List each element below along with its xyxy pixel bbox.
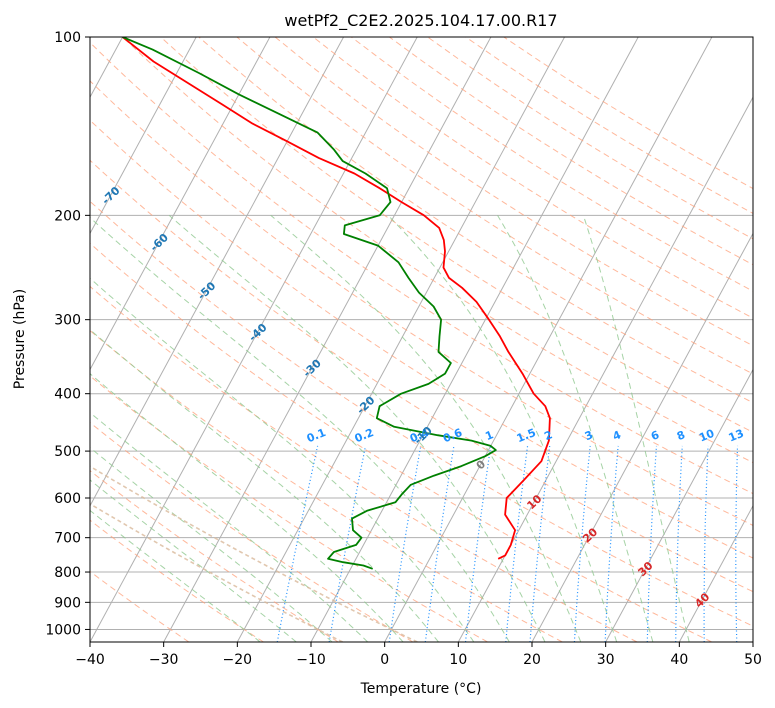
dry-adiabat (90, 200, 753, 627)
x-tick-label: 30 (597, 652, 615, 668)
y-tick-label: 1000 (45, 622, 81, 638)
moist-adiabat (168, 214, 546, 642)
dry-adiabat (90, 329, 563, 642)
isotherm-line (457, 96, 753, 642)
isotherm-line (678, 504, 753, 642)
grid-lines (90, 37, 753, 642)
mixing-ratio-line (646, 445, 658, 642)
temperature-profile-line (122, 37, 551, 560)
y-tick-label: 700 (54, 531, 81, 547)
dewpoint-profile-line (122, 37, 497, 570)
dry-adiabat (90, 421, 414, 642)
background-lines (90, 37, 753, 642)
y-tick-label: 600 (54, 491, 81, 507)
y-axis-label: Pressure (hPa) (12, 289, 28, 389)
moist-adiabat (90, 277, 475, 642)
isotherm-line (531, 232, 753, 642)
mixing-ratio-label: 13 (727, 427, 746, 445)
mixing-ratio-line (675, 445, 683, 642)
dry-adiabat (90, 570, 190, 642)
moist-adiabat (90, 509, 261, 642)
y-tick-label: 200 (54, 208, 81, 224)
isotherm-line (90, 37, 271, 371)
moist-adiabat (270, 214, 582, 642)
isotherm-line (90, 37, 345, 507)
isotherm-line (90, 37, 197, 235)
x-tick-label: −10 (296, 652, 326, 668)
dry-adiabat (90, 242, 712, 642)
isotherm-line (163, 37, 492, 642)
y-tick-label: 400 (54, 387, 81, 403)
x-tick-label: 40 (670, 652, 688, 668)
x-tick-label: −40 (75, 652, 105, 668)
chart-title: wetPf2_C2E2.2025.104.17.00.R17 (284, 11, 557, 31)
equivalent-potential-temperature-line (90, 465, 418, 642)
dry-adiabat (122, 37, 753, 464)
mixing-ratio-line (276, 445, 319, 642)
x-tick-label: −30 (149, 652, 179, 668)
mixing-ratio-label: 10 (697, 427, 716, 445)
mixing-ratio-label: 2 (542, 428, 554, 443)
x-tick-label: −20 (223, 652, 253, 668)
moist-adiabat (90, 446, 333, 642)
mixing-ratio-label: 3 (583, 428, 595, 443)
y-tick-label: 100 (54, 30, 81, 46)
dry-adiabat (90, 470, 339, 642)
moist-adiabat (90, 373, 404, 642)
axes: −40 −30 −20 −10 0 10 20 30 40 50 100 200 300 400 500 60… (45, 30, 762, 668)
y-tick-label: 500 (54, 444, 81, 460)
dry-adiabat (90, 285, 638, 642)
moist-adiabat (497, 215, 654, 642)
mixing-ratio-line (424, 445, 455, 642)
mixing-ratio-line (703, 445, 709, 642)
y-tick-label: 300 (54, 313, 81, 329)
dry-adiabat (160, 37, 753, 433)
dry-adiabat (90, 41, 753, 495)
mixing-ratio-line (388, 445, 422, 642)
profile-lines (122, 37, 551, 570)
isotherm-line (236, 37, 566, 642)
x-axis-label: Temperature (°C) (360, 681, 482, 697)
isotherm-line (90, 37, 418, 642)
y-tick-label: 800 (54, 565, 81, 581)
dry-adiabat (312, 37, 753, 319)
x-tick-label: 20 (523, 652, 541, 668)
dry-adiabat (274, 37, 753, 347)
mixing-ratio-label: 8 (675, 428, 687, 443)
plot-frame (89, 36, 754, 643)
plot-area: 0.10.20.40.611.52346810131620253036-100-… (90, 37, 753, 642)
dry-adiabat (90, 375, 488, 642)
x-tick-label: 50 (744, 652, 762, 668)
y-tick-label: 900 (54, 595, 81, 611)
moist-adiabat (387, 214, 618, 642)
mixing-ratio-label: 1 (483, 428, 495, 443)
isotherm-line (605, 368, 753, 642)
moist-adiabat (90, 411, 369, 642)
x-tick-label: 10 (449, 652, 467, 668)
mixing-ratio-line (735, 445, 739, 642)
moist-adiabat (90, 216, 510, 642)
x-tick-label: 0 (380, 652, 389, 668)
dry-adiabat (90, 159, 753, 593)
moist-adiabat (90, 328, 439, 642)
equivalent-potential-temperature-line (90, 502, 343, 642)
